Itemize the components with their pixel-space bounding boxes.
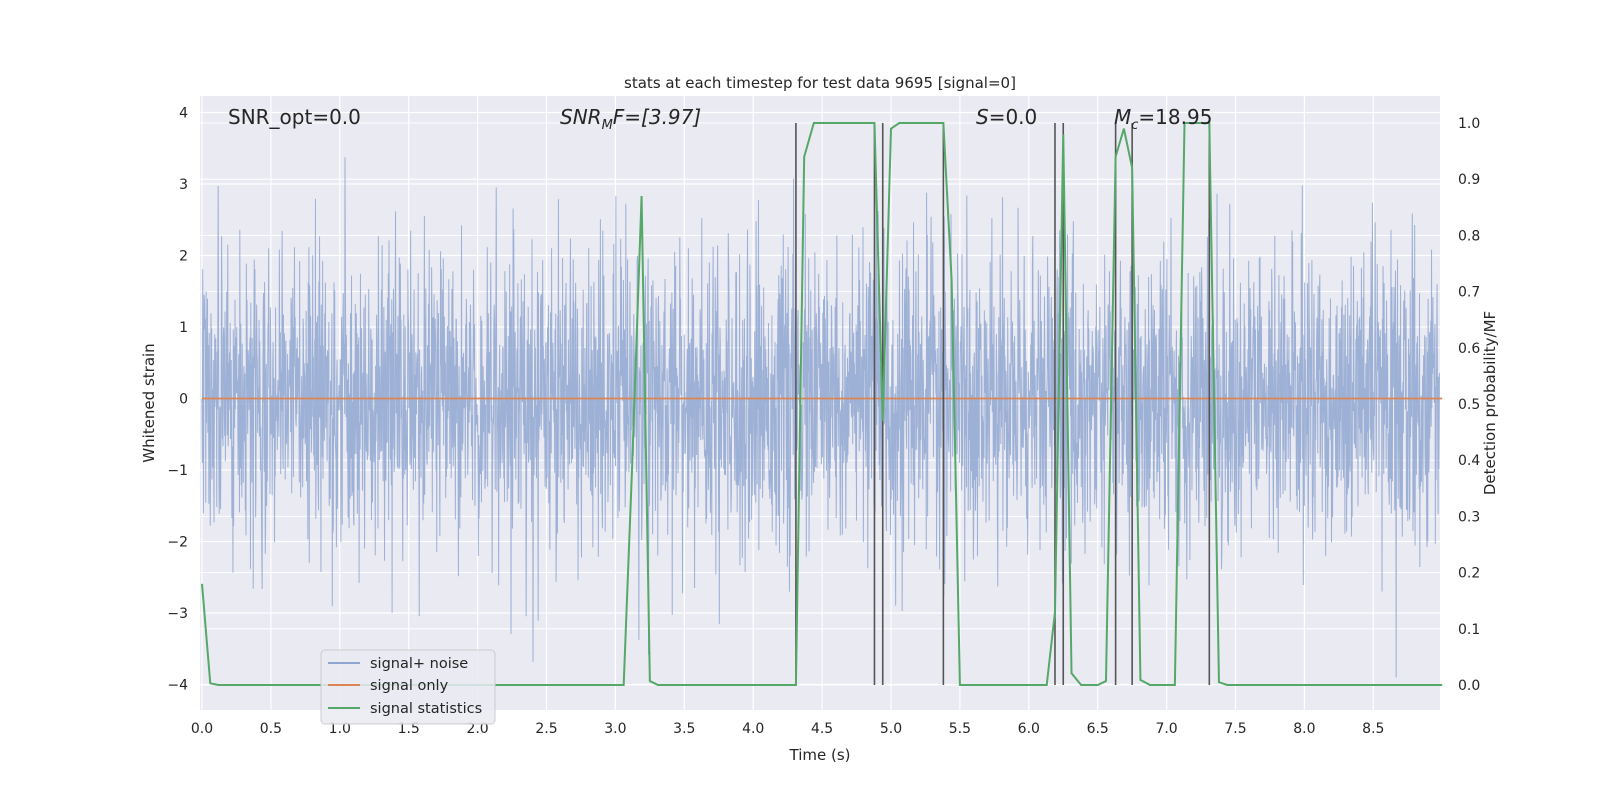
legend: signal+ noise signal only signal statist… <box>320 649 496 725</box>
x-tick-label: 1.0 <box>329 721 351 737</box>
y-left-tick-labels: 4 3 2 1 0 −1 −2 −3 −4 <box>167 106 188 694</box>
y-left-tick-label: 4 <box>179 106 188 122</box>
y-right-tick-label: 0.8 <box>1458 228 1480 244</box>
signal-statistics-line <box>201 122 1443 686</box>
y-right-tick-label: 0.6 <box>1458 341 1480 357</box>
y-right-tick-label: 0.9 <box>1458 172 1480 188</box>
y-left-tick-label: −2 <box>167 535 188 551</box>
x-tick-label: 6.5 <box>1087 721 1109 737</box>
x-tick-label: 3.5 <box>673 721 695 737</box>
signal-noise-line <box>201 157 1440 678</box>
y-right-tick-label: 0.0 <box>1458 678 1480 694</box>
y-left-tick-label: 1 <box>179 320 188 336</box>
legend-box <box>320 649 496 725</box>
y-axis-right-label: Detection probability/MF <box>1481 311 1499 495</box>
legend-label-statistics: signal statistics <box>370 701 482 717</box>
y-right-tick-label: 0.1 <box>1458 622 1480 638</box>
x-tick-label: 6.0 <box>1018 721 1040 737</box>
x-tick-label: 4.5 <box>811 721 833 737</box>
legend-label-signal-only: signal only <box>370 678 449 694</box>
y-right-tick-label: 0.2 <box>1458 566 1480 582</box>
annotation-snr-mf: SNRMF=[3.97] <box>560 105 701 133</box>
x-tick-labels: 0.0 0.5 1.0 1.5 2.0 2.5 3.0 3.5 4.0 4.5 5.0 5.5 6.0 6… <box>191 721 1385 737</box>
y-right-tick-label: 0.3 <box>1458 509 1480 525</box>
x-tick-label: 7.0 <box>1155 721 1177 737</box>
y-left-tick-label: −4 <box>167 678 188 694</box>
y-right-tick-label: 0.4 <box>1458 453 1480 469</box>
y-right-tick-label: 1.0 <box>1458 116 1480 132</box>
x-tick-label: 8.5 <box>1362 721 1384 737</box>
x-tick-label: 5.5 <box>949 721 971 737</box>
x-tick-label: 1.5 <box>398 721 420 737</box>
y-right-tick-label: 0.5 <box>1458 397 1480 413</box>
vertical-markers <box>795 123 1211 685</box>
legend-label-noise: signal+ noise <box>370 656 468 672</box>
x-tick-label: 8.0 <box>1293 721 1315 737</box>
x-tick-label: 0.5 <box>260 721 282 737</box>
x-tick-label: 3.0 <box>604 721 626 737</box>
y-left-tick-label: −3 <box>167 606 188 622</box>
x-tick-label: 5.0 <box>880 721 902 737</box>
y-left-tick-label: 2 <box>179 249 188 265</box>
chart-title: stats at each timestep for test data 969… <box>624 74 1016 92</box>
annotation-mc: Mc=18.95 <box>1114 105 1212 133</box>
y-right-tick-label: 0.7 <box>1458 285 1480 301</box>
y-right-tick-labels: 1.0 0.9 0.8 0.7 0.6 0.5 0.4 0.3 0.2 0.1 0.0 <box>1458 116 1480 694</box>
x-axis-label: Time (s) <box>789 746 851 764</box>
signal-statistics-trace <box>201 122 1443 686</box>
y-axis-left-label: Whitened strain <box>140 343 158 462</box>
x-tick-label: 2.0 <box>466 721 488 737</box>
y-left-tick-label: 3 <box>179 177 188 193</box>
annotation-snr-opt: SNR_opt=0.0 <box>228 105 361 129</box>
y-left-tick-label: −1 <box>167 463 188 479</box>
signal-noise-trace <box>201 157 1440 678</box>
annotation-s: S=0.0 <box>976 105 1037 129</box>
x-tick-label: 7.5 <box>1224 721 1246 737</box>
x-tick-label: 2.5 <box>535 721 557 737</box>
x-tick-label: 4.0 <box>742 721 764 737</box>
y-left-tick-label: 0 <box>179 392 188 408</box>
x-tick-label: 0.0 <box>191 721 213 737</box>
